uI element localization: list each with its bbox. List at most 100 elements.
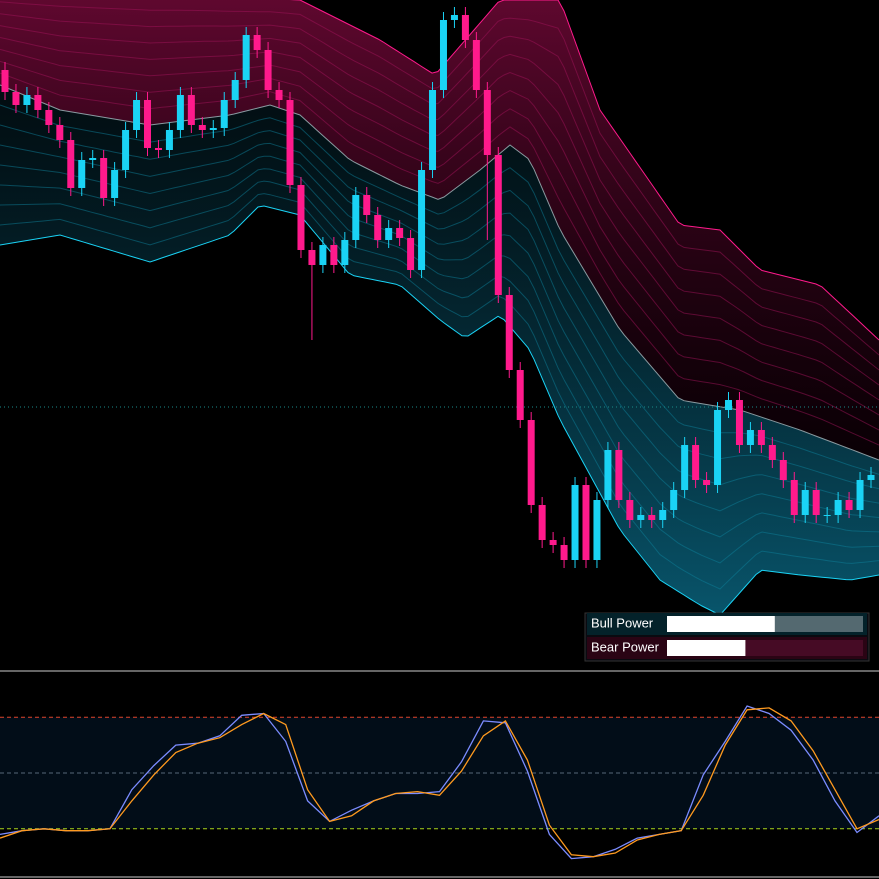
candle-body <box>582 485 590 560</box>
candle-body <box>56 125 64 140</box>
power-legend: Bull Power Bear Power <box>584 612 870 662</box>
band-line <box>0 142 879 504</box>
candle-body <box>319 245 327 265</box>
candle-body <box>429 90 437 170</box>
candle-body <box>538 505 546 540</box>
candle-body <box>341 240 349 265</box>
band-line <box>0 193 879 590</box>
candle-body <box>450 15 458 20</box>
candle-body <box>714 410 722 485</box>
candle-body <box>549 540 557 545</box>
oscillator <box>0 705 879 860</box>
candle-body <box>396 228 404 238</box>
band-line <box>0 37 879 401</box>
band-line <box>0 180 879 564</box>
oscillator-line <box>0 705 879 860</box>
candle-body <box>67 140 75 188</box>
band-line <box>0 25 879 386</box>
candle-body <box>133 100 141 130</box>
candle-body <box>703 480 711 485</box>
candle-body <box>12 92 20 105</box>
candle-body <box>209 128 217 130</box>
candle-body <box>100 158 108 198</box>
candle-body <box>812 490 820 515</box>
candle-body <box>165 130 173 150</box>
candle-body <box>439 20 447 90</box>
candle-body <box>1 70 9 92</box>
candle-body <box>374 215 382 240</box>
candle-body <box>144 100 152 148</box>
candle-body <box>746 430 754 445</box>
candle-body <box>823 515 831 516</box>
candle-body <box>78 160 86 188</box>
candle-body <box>308 250 316 265</box>
candle-body <box>187 95 195 125</box>
candle-body <box>681 445 689 490</box>
candle-body <box>253 35 261 50</box>
band-line <box>0 60 879 431</box>
candle-body <box>461 15 469 40</box>
oscillator-zone <box>0 717 879 829</box>
candle-body <box>593 500 601 560</box>
candle-body <box>231 80 239 100</box>
legend-label: Bull Power <box>591 615 654 630</box>
candle-body <box>264 50 272 90</box>
candle-body <box>757 430 765 445</box>
candle-body <box>856 480 864 510</box>
oscillator-line <box>0 707 879 858</box>
candle-body <box>418 170 426 270</box>
candle-body <box>483 90 491 155</box>
candle-body <box>834 500 842 515</box>
band-line <box>0 13 879 371</box>
candle-body <box>34 95 42 110</box>
candle-body <box>516 370 524 420</box>
candle-body <box>637 515 645 520</box>
band-line <box>0 48 879 416</box>
candle-body <box>154 148 162 150</box>
candle-body <box>111 170 119 198</box>
candle-body <box>790 480 798 515</box>
candle-body <box>571 485 579 560</box>
candle-body <box>176 95 184 130</box>
candle-body <box>626 500 634 520</box>
lower-band-edge <box>0 205 879 616</box>
band-line <box>0 124 879 490</box>
lower-band <box>0 85 879 615</box>
candle-body <box>407 238 415 270</box>
candle-body <box>867 475 875 480</box>
candle-body <box>779 460 787 480</box>
candles <box>1 7 875 568</box>
candle-body <box>692 445 700 480</box>
candle-body <box>768 445 776 460</box>
candle-body <box>122 130 130 170</box>
candle-body <box>845 500 853 510</box>
candle-body <box>385 228 393 240</box>
upper-band <box>0 0 879 460</box>
candle-body <box>505 295 513 370</box>
candle-body <box>220 100 228 128</box>
candle-body <box>330 245 338 265</box>
candle-body <box>801 490 809 515</box>
candle-body <box>363 195 371 215</box>
candle-body <box>670 490 678 510</box>
candle-body <box>527 420 535 505</box>
bands <box>0 0 879 616</box>
candle-body <box>472 40 480 90</box>
candle-body <box>286 100 294 185</box>
band-line <box>0 155 879 518</box>
candle-body <box>604 450 612 500</box>
power-bar <box>667 616 775 632</box>
candle-body <box>89 158 97 160</box>
candle-body <box>560 545 568 560</box>
candle-body <box>735 400 743 445</box>
candle-body <box>648 515 656 520</box>
candle-body <box>45 110 53 125</box>
candle-body <box>724 400 732 410</box>
legend-label: Bear Power <box>591 639 660 654</box>
candle-body <box>275 90 283 100</box>
candle-body <box>297 185 305 250</box>
candle-body <box>242 35 250 80</box>
candle-body <box>659 510 667 520</box>
